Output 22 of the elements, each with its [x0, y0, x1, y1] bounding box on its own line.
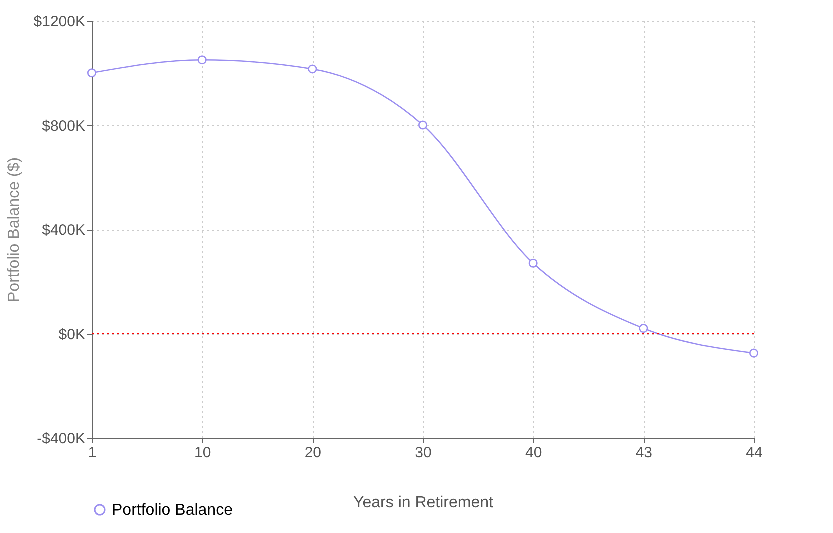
- x-tick-label: 20: [304, 444, 322, 462]
- point: [418, 120, 428, 130]
- y-tick-label: $1200K: [34, 14, 86, 30]
- x-tick-label: 40: [525, 444, 542, 462]
- point: [198, 56, 207, 65]
- x-tick-label: 44: [746, 444, 763, 462]
- y-tick-label: $400K: [42, 222, 86, 239]
- point: [308, 64, 318, 74]
- x-tick-label: 10: [194, 444, 212, 462]
- point: [749, 348, 759, 358]
- x-axis-title: Years in Retirement: [354, 494, 494, 512]
- x-tick-label: 30: [415, 444, 432, 462]
- y-tick-label: -$400K: [37, 430, 86, 448]
- y-axis-title: Portfolio Balance ($): [6, 158, 23, 302]
- legend-label: Portfolio Balance: [112, 502, 234, 519]
- point: [87, 68, 97, 78]
- x-tick-label: 43: [636, 444, 653, 462]
- y-tick-label: $800K: [42, 118, 86, 135]
- y-tick-label: $0K: [58, 326, 86, 344]
- x-tick-label: 1: [88, 444, 97, 462]
- point: [528, 258, 538, 268]
- point: [639, 324, 648, 334]
